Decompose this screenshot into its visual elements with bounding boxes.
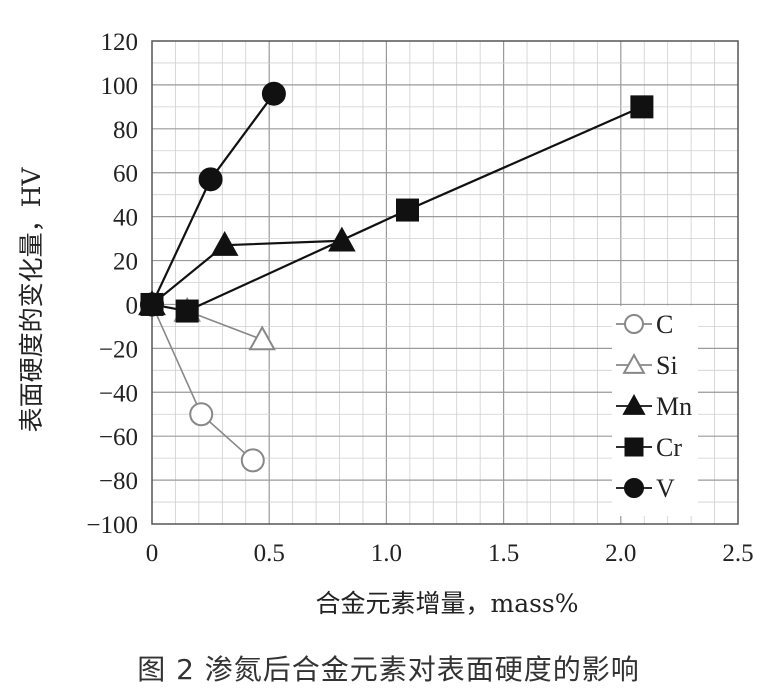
legend-marker-v	[624, 478, 644, 498]
legend-label-c: C	[656, 310, 673, 339]
legend-marker-si	[622, 353, 646, 374]
data-point-mn	[210, 231, 239, 256]
legend-label-cr: Cr	[656, 433, 682, 462]
y-tick-label: 20	[113, 249, 138, 276]
data-point-v	[140, 292, 164, 317]
y-tick-label: 0	[126, 292, 139, 319]
y-tick-label: −40	[99, 380, 138, 407]
x-axis-label: 合金元素增量，mass%	[315, 589, 578, 618]
figure-caption: 图 2 渗氮后合金元素对表面硬度的影响	[137, 653, 640, 686]
y-axis-label: 表面硬度的变化量，HV	[17, 167, 46, 433]
legend-marker-c	[624, 314, 644, 334]
x-tick-label: 2.5	[722, 540, 753, 567]
data-point-cr	[630, 95, 654, 119]
x-tick-label: 1.5	[488, 540, 519, 567]
y-tick-label: 120	[101, 29, 139, 56]
series-line-mn	[151, 239, 342, 306]
x-tick-labels: 0 0.5 1.0 1.5 2.0 2.5	[146, 540, 754, 567]
data-point-v	[198, 167, 223, 192]
y-tick-label: 40	[113, 205, 138, 232]
series-line-cr	[151, 105, 643, 313]
series-markers	[138, 81, 654, 473]
chart: 120 100 80 60 40 20 0 −20 −40 −60 −80 −100 0 0.5 1.0 1…	[17, 29, 754, 618]
series-lines	[151, 93, 643, 461]
y-tick-label: −100	[86, 512, 138, 539]
y-tick-label: 100	[101, 73, 139, 100]
axes	[151, 40, 739, 525]
legend-label-mn: Mn	[656, 392, 692, 421]
x-tick-label: 0	[146, 540, 159, 567]
y-tick-label: −80	[99, 468, 138, 495]
data-point-c	[189, 402, 214, 427]
data-point-c	[240, 448, 265, 473]
data-point-mn	[328, 226, 356, 252]
y-tick-labels: 120 100 80 60 40 20 0 −20 −40 −60 −80 −100	[86, 29, 138, 539]
series-line-v	[151, 93, 275, 305]
legend-marker-cr	[624, 437, 644, 457]
series-line-c	[151, 304, 254, 461]
x-tick-label: 0.5	[254, 540, 285, 567]
legend: C Si Mn Cr V	[612, 306, 698, 516]
legend-marker-mn	[622, 394, 646, 415]
x-tick-label: 2.0	[605, 540, 636, 567]
legend-label-v: V	[656, 474, 675, 503]
data-point-cr	[395, 198, 419, 222]
y-tick-label: −20	[99, 336, 138, 363]
data-point-cr	[175, 299, 199, 323]
y-tick-label: 80	[113, 117, 138, 144]
plot-frame	[151, 40, 739, 525]
data-point-v	[261, 81, 286, 106]
legend-label-si: Si	[656, 351, 678, 380]
y-tick-label: 60	[113, 161, 138, 188]
y-tick-label: −60	[99, 424, 138, 451]
x-tick-label: 1.0	[371, 540, 402, 567]
data-point-si	[248, 325, 276, 351]
